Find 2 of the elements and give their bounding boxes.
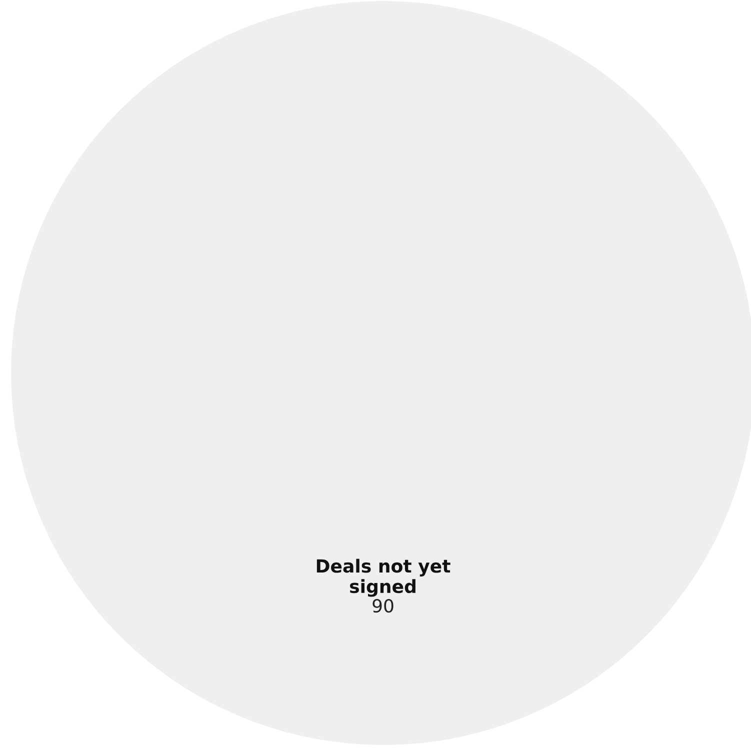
slice-label: Deals not yet signed (316, 558, 450, 597)
data-label: 90 (372, 598, 394, 613)
